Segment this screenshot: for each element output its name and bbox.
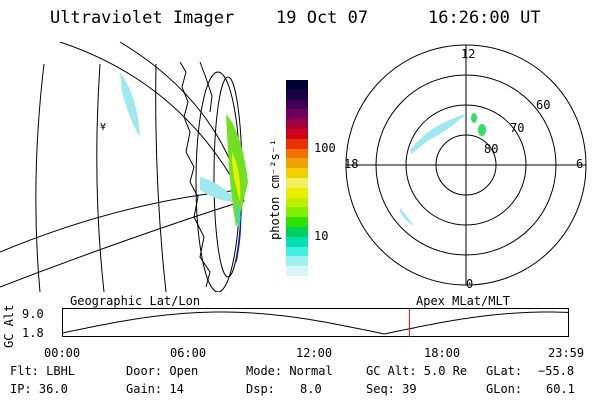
mode-field: Mode: Normal xyxy=(246,364,333,378)
coastline xyxy=(179,61,211,288)
glat-value: −55.8 xyxy=(538,364,575,378)
colorbar-label: photon cm⁻²s⁻¹ xyxy=(268,138,282,240)
mlat-label-80: 80 xyxy=(484,142,499,156)
orbit-ylabel: GC Alt xyxy=(2,304,16,348)
colorbar-swatch xyxy=(286,138,308,149)
colorbar-swatch xyxy=(286,148,308,159)
aurora-emission xyxy=(410,114,466,154)
coastline xyxy=(199,61,213,113)
sequence-field: Seq: 39 xyxy=(366,382,417,396)
app-title: Ultraviolet Imager xyxy=(50,8,235,28)
colorbar-swatch xyxy=(286,197,308,208)
glon-value: 60.1 xyxy=(546,382,575,396)
orbit-left-caption: Geographic Lat/Lon xyxy=(70,294,201,308)
aurora-emission xyxy=(236,202,241,227)
orbit-xtick-4: 23:59 xyxy=(548,346,585,360)
mlt-label-18: 18 xyxy=(344,157,359,171)
latitude-line xyxy=(59,42,241,193)
filter-field: Flt: LBHL xyxy=(10,364,76,378)
time-label: 16:26:00 UT xyxy=(428,8,541,28)
orbit-xtick-2: 12:00 xyxy=(296,346,333,360)
colorbar-swatch xyxy=(286,158,308,169)
door-field: Door: Open xyxy=(126,364,199,378)
orbit-xtick-3: 18:00 xyxy=(424,346,461,360)
aurora-emission xyxy=(471,113,477,123)
mlt-label-6: 6 xyxy=(576,157,584,171)
mlat-label-70: 70 xyxy=(510,121,525,135)
colorbar-swatch xyxy=(286,217,308,227)
colorbar-swatch xyxy=(286,128,308,139)
aurora-emission xyxy=(120,72,140,137)
aurora-emission xyxy=(232,152,241,202)
colorbar-swatch xyxy=(286,266,308,276)
map-annotation: ¥ xyxy=(100,122,106,133)
colorbar-swatch xyxy=(286,236,308,247)
colorbar-swatch xyxy=(286,177,308,188)
colorbar-swatch xyxy=(286,89,308,100)
mlat-label-60: 60 xyxy=(536,98,551,112)
gain-field: Gain: 14 xyxy=(126,382,184,396)
ip-field: IP: 36.0 xyxy=(10,382,68,396)
mlt-label-0: 0 xyxy=(466,277,474,291)
orbit-altitude-curve xyxy=(62,311,570,335)
colorbar-swatch xyxy=(286,246,308,257)
aurora-emission xyxy=(478,124,486,136)
colorbar-swatch xyxy=(286,119,308,129)
orbit-xtick-1: 06:00 xyxy=(170,346,207,360)
colorbar-swatch xyxy=(286,187,308,198)
dsp-label: Dsp: xyxy=(246,382,275,396)
gc-altitude-field: GC Alt: 5.0 Re xyxy=(366,364,468,378)
orbit-frame xyxy=(62,308,569,337)
orbit-right-caption: Apex MLat/MLT xyxy=(416,294,510,308)
latitude-line xyxy=(0,201,241,288)
colorbar-swatch xyxy=(286,80,308,90)
colorbar-swatch xyxy=(286,109,308,120)
meridian-line xyxy=(96,63,105,292)
orbit-ytick-low: 1.8 xyxy=(22,326,44,340)
colorbar-tick-10: 10 xyxy=(314,229,329,243)
color-bar xyxy=(286,80,308,276)
glon-label: GLon: xyxy=(486,382,523,396)
colorbar-swatch xyxy=(286,256,308,267)
colorbar-tick-100: 100 xyxy=(314,141,336,155)
meridian-line xyxy=(155,63,167,292)
mlt-label-12: 12 xyxy=(461,47,476,61)
colorbar-swatch xyxy=(286,207,308,218)
aurora-emission xyxy=(200,177,238,202)
orbit-plot xyxy=(62,308,570,337)
orbit-ytick-high: 9.0 xyxy=(22,307,44,321)
colorbar-swatch xyxy=(286,99,308,110)
orbit-xtick-0: 00:00 xyxy=(44,346,81,360)
colorbar-swatch xyxy=(286,226,308,237)
glat-label: GLat: xyxy=(486,364,523,378)
meridian-line xyxy=(35,63,45,292)
dsp-value: 8.0 xyxy=(300,382,322,396)
polar-plot xyxy=(345,44,587,286)
colorbar-swatch xyxy=(286,168,308,178)
geographic-map: ¥ xyxy=(0,42,248,292)
date-label: 19 Oct 07 xyxy=(276,8,369,28)
aurora-emission xyxy=(400,208,414,226)
